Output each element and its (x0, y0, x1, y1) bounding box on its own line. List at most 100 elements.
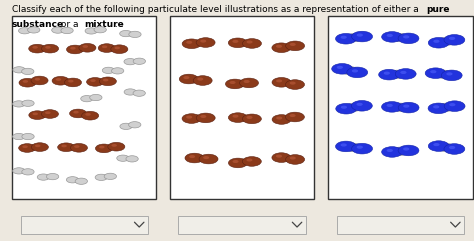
Circle shape (276, 116, 282, 120)
Circle shape (341, 106, 347, 109)
Circle shape (272, 78, 291, 87)
Circle shape (340, 143, 347, 147)
Circle shape (111, 68, 124, 74)
Circle shape (425, 68, 446, 79)
Circle shape (428, 37, 449, 48)
Circle shape (398, 33, 419, 44)
Circle shape (37, 174, 50, 180)
Circle shape (398, 145, 419, 156)
Text: or a: or a (58, 20, 81, 29)
Circle shape (403, 147, 410, 151)
Circle shape (232, 115, 238, 118)
Circle shape (449, 37, 455, 40)
Circle shape (285, 80, 304, 89)
Circle shape (13, 101, 25, 107)
Circle shape (64, 78, 82, 87)
Circle shape (18, 144, 36, 152)
Circle shape (22, 68, 34, 74)
Circle shape (347, 67, 368, 78)
Circle shape (58, 143, 75, 152)
Circle shape (242, 114, 261, 124)
Circle shape (433, 40, 439, 43)
Circle shape (124, 89, 137, 95)
Circle shape (400, 71, 407, 74)
Circle shape (35, 78, 40, 80)
Circle shape (395, 69, 416, 79)
Circle shape (22, 145, 28, 148)
Circle shape (203, 156, 209, 159)
Circle shape (186, 41, 192, 44)
Circle shape (103, 79, 109, 81)
Circle shape (182, 114, 201, 123)
Circle shape (356, 103, 363, 106)
Circle shape (31, 143, 48, 151)
Bar (337, 216, 464, 234)
Circle shape (438, 143, 455, 152)
Circle shape (290, 43, 296, 46)
Circle shape (200, 40, 206, 43)
Circle shape (179, 74, 198, 84)
Circle shape (356, 33, 363, 37)
Circle shape (133, 58, 146, 64)
Circle shape (392, 33, 409, 42)
Circle shape (66, 177, 79, 183)
Circle shape (346, 33, 362, 42)
Circle shape (120, 123, 132, 129)
Circle shape (35, 144, 40, 147)
Circle shape (199, 154, 218, 164)
Circle shape (129, 31, 141, 38)
Circle shape (23, 80, 28, 83)
Circle shape (272, 153, 291, 162)
Circle shape (352, 31, 373, 42)
Circle shape (90, 94, 102, 101)
Bar (328, 16, 473, 199)
Circle shape (290, 114, 296, 117)
Circle shape (111, 144, 117, 147)
Circle shape (441, 70, 462, 81)
Circle shape (272, 115, 291, 124)
Circle shape (75, 178, 88, 184)
Circle shape (392, 147, 409, 155)
Circle shape (449, 146, 455, 149)
Circle shape (290, 156, 296, 160)
Circle shape (436, 70, 452, 78)
Circle shape (228, 38, 247, 48)
Circle shape (90, 79, 96, 82)
Circle shape (285, 112, 304, 122)
Circle shape (71, 143, 88, 152)
Bar (12, 16, 156, 199)
Circle shape (433, 105, 439, 108)
Circle shape (403, 105, 410, 108)
Circle shape (379, 69, 400, 80)
Circle shape (128, 122, 141, 128)
Circle shape (41, 110, 58, 118)
Circle shape (244, 80, 250, 83)
Circle shape (228, 158, 247, 168)
Circle shape (81, 95, 93, 102)
Circle shape (70, 109, 87, 118)
Circle shape (389, 70, 406, 78)
Circle shape (13, 67, 25, 73)
Bar (170, 16, 314, 199)
Circle shape (383, 72, 390, 75)
Circle shape (19, 78, 36, 87)
Circle shape (332, 64, 353, 74)
Circle shape (233, 160, 238, 163)
Circle shape (352, 143, 373, 154)
Circle shape (94, 27, 106, 33)
Circle shape (45, 111, 51, 114)
Circle shape (336, 103, 356, 114)
Circle shape (449, 103, 456, 106)
Circle shape (52, 76, 69, 85)
Circle shape (337, 66, 343, 69)
Circle shape (201, 115, 206, 118)
Circle shape (196, 38, 215, 47)
Circle shape (193, 76, 212, 85)
Circle shape (286, 155, 305, 164)
Circle shape (115, 47, 120, 49)
Circle shape (185, 153, 204, 163)
Bar (178, 216, 306, 234)
Circle shape (61, 145, 67, 147)
Circle shape (73, 111, 79, 114)
Circle shape (87, 78, 104, 86)
